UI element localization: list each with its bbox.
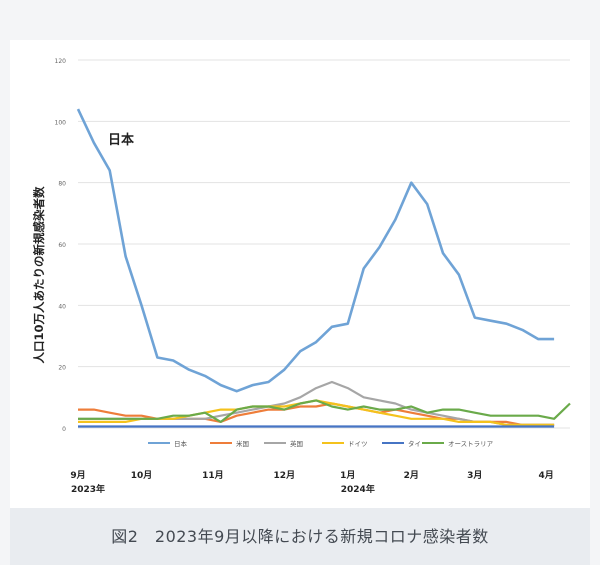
x-tick-label: 2月 — [404, 470, 419, 481]
legend-label: 米国 — [236, 439, 249, 448]
x-tick-sublabel: 2024年 — [341, 483, 375, 495]
annotation-japan: 日本 — [108, 132, 134, 148]
y-tick-label: 60 — [58, 242, 66, 249]
y-tick-label: 0 — [62, 426, 66, 433]
caption-bar: 図2 2023年9月以降における新規コロナ感染者数 — [10, 508, 590, 565]
x-tick-label: 3月 — [467, 470, 482, 481]
x-tick-label: 12月 — [274, 470, 296, 481]
x-tick-label: 9月 — [70, 470, 85, 481]
x-tick-label: 4月 — [539, 470, 554, 481]
y-tick-label: 20 — [58, 365, 66, 372]
legend-label: タイ — [408, 439, 421, 448]
series-line-日本 — [76, 108, 555, 393]
legend-label: オーストラリア — [448, 440, 494, 448]
x-tick-label: 1月 — [340, 470, 355, 481]
figure-caption: 図2 2023年9月以降における新規コロナ感染者数 — [111, 527, 489, 546]
legend-label: 日本 — [174, 439, 188, 448]
x-tick-label: 11月 — [202, 470, 224, 481]
series-line-ドイツ — [78, 399, 555, 426]
legend-label: 英国 — [290, 439, 303, 448]
y-axis-label: 人口10万人あたりの新規感染者数 — [32, 186, 46, 364]
y-tick-label: 120 — [55, 58, 67, 65]
x-tick-label: 10月 — [131, 470, 153, 481]
x-tick-sublabel: 2023年 — [71, 483, 105, 495]
legend-label: ドイツ — [348, 440, 368, 448]
y-tick-label: 100 — [55, 119, 67, 126]
y-tick-label: 40 — [58, 303, 66, 310]
series-line-オーストラリア — [78, 399, 571, 423]
y-tick-label: 80 — [58, 181, 66, 188]
chart-card: 0 20 40 60 80 100 120 日本 米国 英国 ドイツ タイ オーストラリア 9月 202… — [10, 40, 590, 508]
